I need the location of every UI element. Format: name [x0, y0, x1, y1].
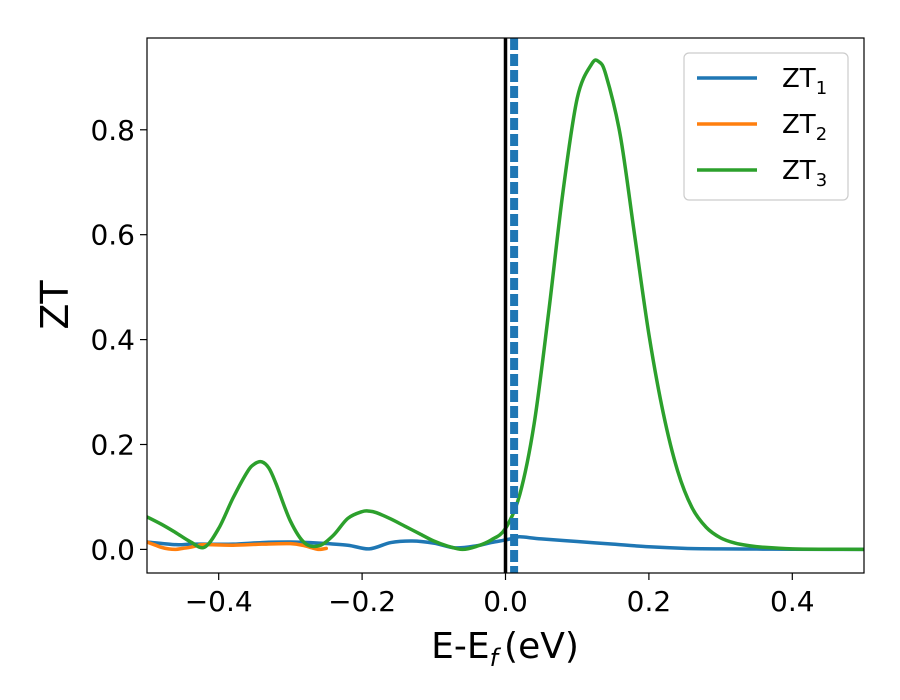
x-tick-label: −0.4 — [185, 585, 253, 618]
y-tick-label: 0.0 — [90, 533, 135, 566]
y-axis-ticks: 0.0 0.2 0.4 0.6 0.8 — [90, 114, 147, 566]
series-line-3 — [147, 58, 864, 552]
x-tick-label: 0.2 — [627, 585, 672, 618]
legend-label-3: ZT3 — [782, 156, 827, 191]
legend-label-1: ZT1 — [782, 64, 827, 99]
x-axis-ticks: −0.4 −0.2 0.0 0.2 0.4 — [185, 573, 815, 618]
legend: ZT1 ZT2 ZT3 — [683, 52, 849, 201]
y-tick-label: 0.8 — [90, 114, 135, 147]
y-tick-label: 0.2 — [90, 428, 135, 461]
reference-lines — [503, 38, 519, 573]
y-axis-label: ZT — [33, 280, 77, 330]
x-tick-label: 0.0 — [483, 585, 528, 618]
x-tick-label: −0.2 — [328, 585, 396, 618]
x-axis-label: E-Ef (eV) — [431, 626, 579, 672]
y-tick-label: 0.6 — [90, 219, 135, 252]
y-tick-label: 0.4 — [90, 324, 135, 357]
data-lines — [147, 58, 864, 552]
x-tick-label: 0.4 — [770, 585, 815, 618]
legend-label-2: ZT2 — [782, 110, 827, 145]
legend-box — [683, 52, 849, 201]
